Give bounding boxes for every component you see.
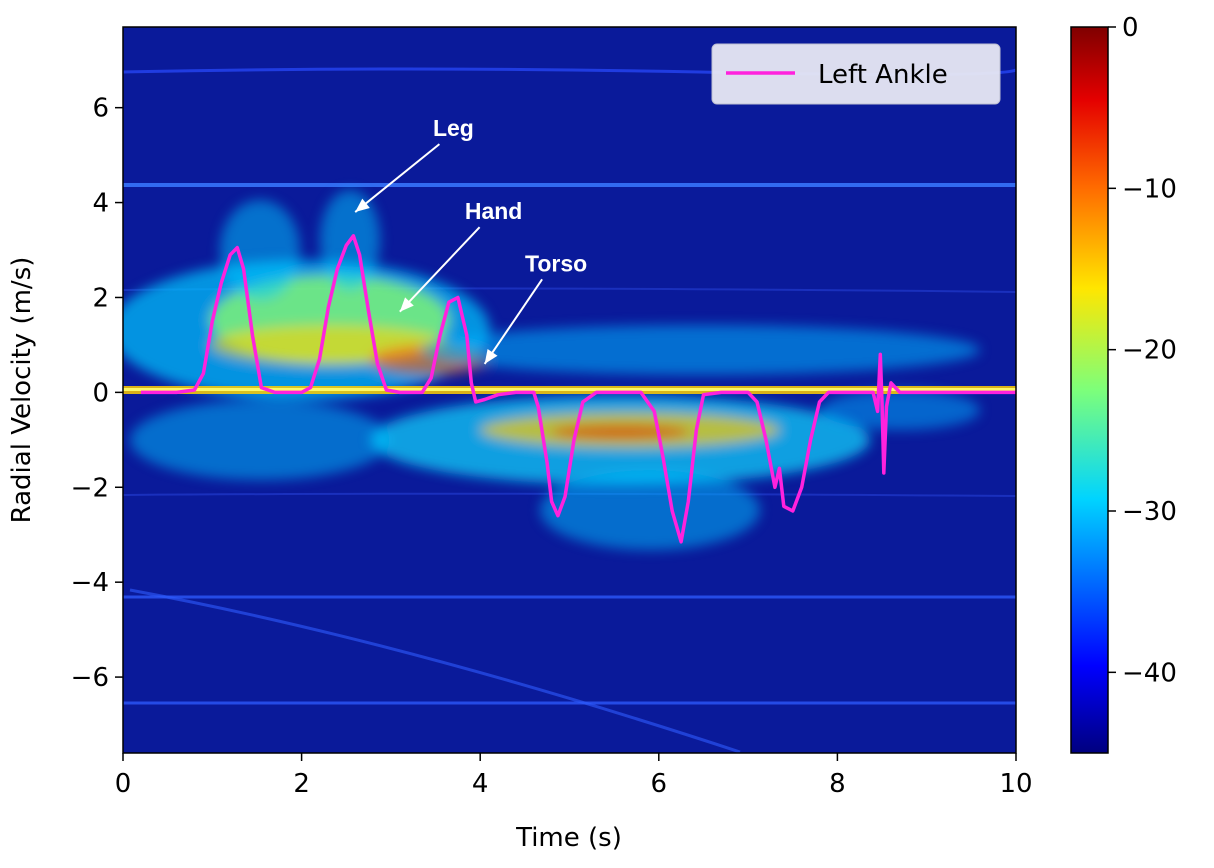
y-tick-label: −6 — [71, 663, 109, 693]
colorbar: 0 −10 −20 −30 −40 — [1070, 13, 1177, 754]
y-tick-label: −4 — [71, 568, 109, 598]
annotation-arrow-shaft — [483, 278, 543, 365]
y-tick-label: −2 — [71, 473, 109, 503]
annotation-arrow-head — [484, 348, 498, 364]
y-tick-label: 0 — [92, 378, 109, 408]
colorbar-tick-label: −20 — [1122, 336, 1177, 366]
x-axis-title: Time (s) — [515, 823, 622, 853]
annotation-arrow-shaft — [399, 226, 481, 313]
legend-label: Left Ankle — [818, 60, 948, 90]
annotation-label: Torso — [525, 250, 587, 276]
y-tick-label: 2 — [92, 283, 109, 313]
annotation-label: Leg — [433, 115, 474, 141]
colorbar-tick-label: −10 — [1122, 174, 1177, 204]
heatmap-texture — [123, 67, 1016, 753]
colorbar-ticks: 0 −10 −20 −30 −40 — [1108, 13, 1177, 688]
colorbar-gradient — [1070, 26, 1109, 754]
x-tick-label: 6 — [651, 769, 668, 799]
plot-frame — [122, 26, 1017, 754]
y-tick-label: 4 — [92, 189, 109, 219]
annotation-arrow-shaft — [354, 143, 441, 213]
y-axis-title: Radial Velocity (m/s) — [7, 257, 37, 524]
x-tick-label: 10 — [999, 769, 1032, 799]
colorbar-tick-label: −30 — [1122, 497, 1177, 527]
x-axis: 0 2 4 6 8 10 — [115, 753, 1033, 799]
heatmap — [123, 27, 1016, 753]
y-tick-label: 6 — [92, 94, 109, 124]
series-line-left-ankle — [140, 234, 1016, 544]
series-layer — [140, 234, 1016, 544]
x-tick-label: 4 — [472, 769, 489, 799]
annotation-label: Hand — [465, 198, 523, 224]
legend-box — [711, 43, 1001, 105]
x-tick-label: 2 — [293, 769, 310, 799]
x-tick-label: 0 — [115, 769, 132, 799]
colorbar-tick-label: −40 — [1122, 658, 1177, 688]
annotation-arrow-head — [399, 297, 414, 312]
y-axis: −6 −4 −2 0 2 4 6 — [71, 94, 123, 693]
colorbar-tick-label: 0 — [1122, 13, 1139, 43]
x-tick-label: 8 — [829, 769, 846, 799]
annotation-arrow-head — [355, 198, 370, 213]
legend: Left Ankle — [711, 43, 1001, 105]
